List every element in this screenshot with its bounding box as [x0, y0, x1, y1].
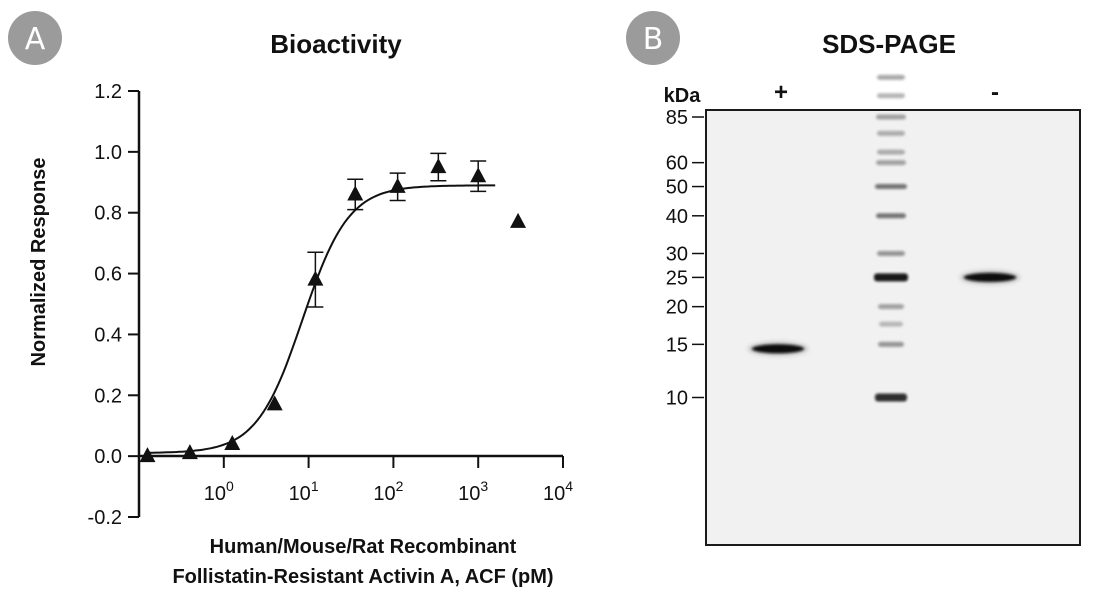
ladder-band [876, 160, 906, 166]
ladder-band [877, 149, 905, 155]
data-point [510, 212, 527, 228]
y-tick-label: 0.8 [94, 203, 122, 225]
sample-band [964, 272, 1016, 282]
y-tick-label: 0.4 [94, 324, 122, 346]
ladder-band [877, 251, 905, 257]
kda-label: kDa [664, 85, 702, 107]
sample-bands [748, 270, 1020, 356]
data-point [347, 185, 364, 201]
error-bars [307, 152, 487, 308]
marker-label: 60 [666, 153, 688, 175]
marker-label: 15 [666, 334, 688, 356]
data-point [307, 270, 324, 286]
data-point [266, 395, 283, 411]
lane-minus-label: - [991, 79, 999, 106]
panel-b-badge [626, 11, 680, 65]
data-point [181, 444, 198, 460]
ladder-band [876, 114, 906, 120]
panel-b-badge-label: B [643, 22, 664, 57]
ladder-band [875, 393, 907, 402]
marker-label: 10 [666, 388, 688, 410]
x-axis-label-line1: Human/Mouse/Rat Recombinant [210, 536, 517, 558]
ladder-band [879, 321, 903, 327]
ladder-lane [874, 74, 908, 402]
x-tick-label: 103 [458, 478, 488, 505]
lane-plus-label: + [774, 79, 788, 106]
panel-a-badge-label: A [25, 22, 46, 57]
marker-label: 40 [666, 206, 688, 228]
y-tick-label: 0.2 [94, 385, 122, 407]
gel-image [705, 109, 1081, 546]
data-point [470, 167, 487, 183]
ladder-band [876, 213, 906, 219]
data-point [389, 177, 406, 193]
y-tick-label: 0.0 [94, 446, 122, 468]
data-point [224, 434, 241, 450]
marker-label: 20 [666, 297, 688, 319]
data-point [430, 158, 447, 174]
ladder-band [877, 74, 905, 80]
sample-band [752, 344, 804, 354]
marker-label: 25 [666, 267, 688, 289]
ladder-band [878, 304, 904, 310]
x-tick-label: 104 [543, 478, 573, 505]
marker-label: 85 [666, 107, 688, 129]
data-points [139, 158, 527, 463]
ladder-band [878, 341, 904, 347]
data-point [139, 447, 156, 463]
y-ticks: -0.2 0.0 0.2 0.4 0.6 0.8 1.0 1.2 [88, 81, 139, 529]
ladder-band [877, 130, 905, 136]
chart-title: Bioactivity [270, 29, 402, 59]
y-tick-label: 0.6 [94, 264, 122, 286]
y-tick-label: 1.2 [94, 81, 122, 103]
ladder-band [874, 273, 908, 282]
panel-a-badge [8, 11, 62, 65]
x-tick-label: 102 [373, 478, 403, 505]
marker-label: 50 [666, 177, 688, 199]
ladder-band [875, 184, 907, 190]
fit-curve [147, 184, 496, 454]
ladder-band [877, 93, 905, 99]
gel-title: SDS-PAGE [822, 29, 956, 59]
y-tick-label: -0.2 [88, 507, 122, 529]
panel-a: A Bioactivity -0.20.00.20.40.60.81.01.2 … [8, 11, 573, 588]
y-axis-label: Normalized Response [28, 158, 50, 367]
marker-label: 30 [666, 244, 688, 266]
x-axis-label-line2: Follistatin-Resistant Activin A, ACF (pM… [172, 566, 553, 588]
x-tick-label: 100 [204, 478, 234, 505]
y-tick-label: 1.0 [94, 142, 122, 164]
x-ticks: 100 101 102 103 104 [204, 456, 573, 505]
x-tick-label: 101 [289, 478, 319, 505]
